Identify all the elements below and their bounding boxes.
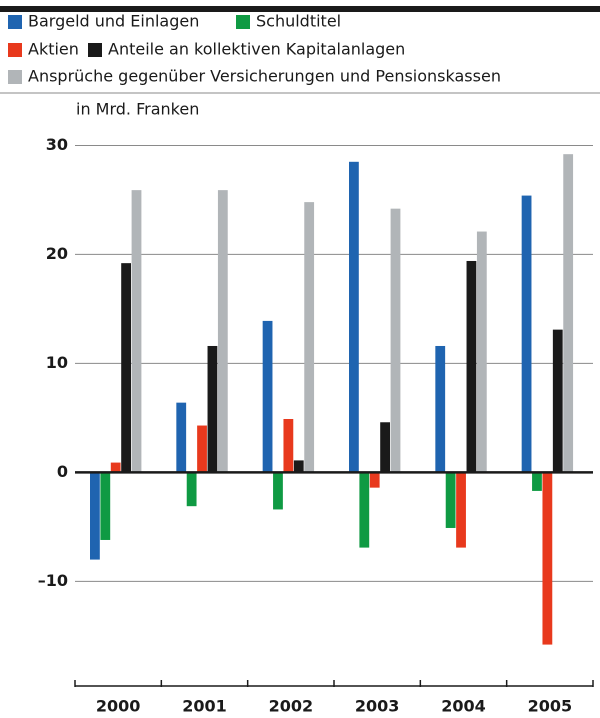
x-tick-label: 2000 [96, 697, 141, 716]
bar [521, 195, 532, 473]
bar [466, 260, 477, 473]
x-tick-label: 2005 [528, 697, 573, 716]
bar [186, 472, 197, 507]
bar [542, 472, 553, 645]
x-tick-label: 2001 [182, 697, 227, 716]
legend-swatch [8, 15, 22, 29]
bar [563, 154, 574, 473]
bar [390, 208, 401, 473]
bar [176, 402, 187, 473]
x-tick-label: 2003 [355, 697, 400, 716]
bar [359, 472, 370, 548]
bar [273, 472, 283, 510]
legend-label: Anteile an kollektiven Kapitalanlagen [108, 40, 405, 59]
y-axis-label: in Mrd. Franken [76, 100, 199, 119]
bar [90, 472, 100, 560]
bar [207, 345, 218, 473]
bar [532, 472, 542, 491]
bar [380, 422, 390, 473]
bar [197, 425, 207, 473]
bar [435, 345, 446, 473]
bar [349, 161, 359, 473]
y-tick-label: –10 [38, 571, 68, 590]
legend-swatch [8, 70, 22, 84]
y-tick-label: 10 [46, 353, 68, 372]
bar [476, 231, 487, 473]
bar [121, 263, 131, 473]
bar [552, 329, 563, 473]
bar [217, 190, 228, 473]
bar [456, 472, 466, 548]
bar [304, 202, 315, 473]
y-tick-label: 20 [46, 244, 68, 263]
legend-label: Aktien [28, 40, 79, 59]
bar [293, 460, 304, 473]
y-tick-label: 30 [46, 135, 68, 154]
top-rule [0, 6, 600, 12]
bar [100, 472, 111, 540]
bar [369, 472, 380, 488]
legend-swatch [88, 43, 102, 57]
bar [283, 418, 294, 473]
legend-label: Bargeld und Einlagen [28, 12, 199, 31]
legend-swatch [236, 15, 250, 29]
y-tick-label: 0 [57, 462, 68, 481]
x-tick-label: 2002 [269, 697, 314, 716]
legend-swatch [8, 43, 22, 57]
bar [110, 462, 121, 473]
legend-label: Ansprüche gegenüber Versicherungen und P… [28, 67, 501, 86]
bar [131, 190, 142, 473]
x-tick-label: 2004 [441, 697, 486, 716]
bar [262, 320, 273, 473]
legend-label: Schuldtitel [256, 12, 341, 31]
bar [445, 472, 456, 528]
